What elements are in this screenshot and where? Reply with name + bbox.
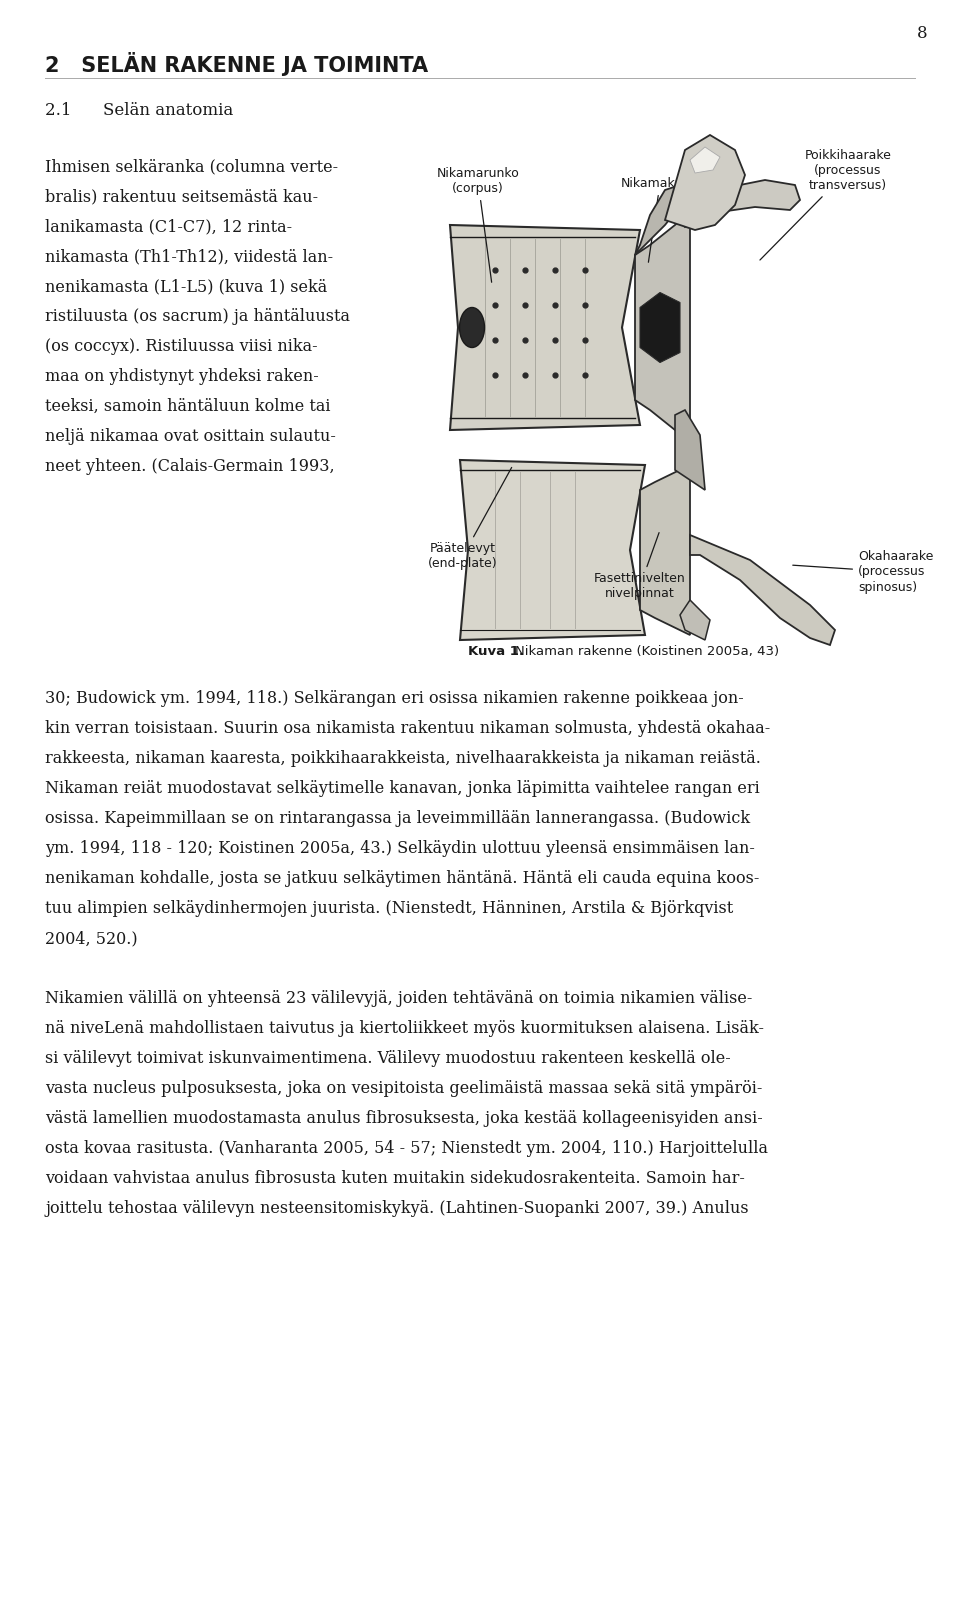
Text: bralis) rakentuu seitsemästä kau-: bralis) rakentuu seitsemästä kau- <box>45 187 318 205</box>
Polygon shape <box>680 600 710 641</box>
Text: maa on yhdistynyt yhdeksi raken-: maa on yhdistynyt yhdeksi raken- <box>45 368 319 386</box>
Polygon shape <box>675 181 800 228</box>
Polygon shape <box>460 460 645 641</box>
Text: joittelu tehostaa välilevyn nesteensitomiskykyä. (Lahtinen-Suopanki 2007, 39.) A: joittelu tehostaa välilevyn nesteensitom… <box>45 1199 749 1217</box>
Text: Okahaarake
(processus
spinosus): Okahaarake (processus spinosus) <box>793 550 933 594</box>
Text: osissa. Kapeimmillaan se on rintarangassa ja leveimmillään lannerangassa. (Budow: osissa. Kapeimmillaan se on rintarangass… <box>45 810 750 826</box>
Text: nä niveLenä mahdollistaen taivutus ja kiertoliikkeet myös kuormituksen alaisena.: nä niveLenä mahdollistaen taivutus ja ki… <box>45 1020 764 1038</box>
Polygon shape <box>635 186 685 255</box>
Text: ym. 1994, 118 - 120; Koistinen 2005a, 43.) Selkäydin ulottuu yleensä ensimmäisen: ym. 1994, 118 - 120; Koistinen 2005a, 43… <box>45 839 755 857</box>
Polygon shape <box>640 292 680 363</box>
Text: nenikaman kohdalle, josta se jatkuu selkäytimen häntänä. Häntä eli cauda equina : nenikaman kohdalle, josta se jatkuu selk… <box>45 870 759 888</box>
Text: 2004, 520.): 2004, 520.) <box>45 930 137 947</box>
Text: voidaan vahvistaa anulus fibrosusta kuten muitakin sidekudosrakenteita. Samoin h: voidaan vahvistaa anulus fibrosusta kute… <box>45 1170 745 1186</box>
Text: Kuva 1.: Kuva 1. <box>468 646 524 659</box>
Text: Päätelevyt
(end-plate): Päätelevyt (end-plate) <box>428 468 512 570</box>
Ellipse shape <box>460 308 485 347</box>
Text: kin verran toisistaan. Suurin osa nikamista rakentuu nikaman solmusta, yhdestä o: kin verran toisistaan. Suurin osa nikami… <box>45 720 770 738</box>
Text: tuu alimpien selkäydinhermojen juurista. (Nienstedt, Hänninen, Arstila & Björkqv: tuu alimpien selkäydinhermojen juurista.… <box>45 901 733 917</box>
Polygon shape <box>690 147 720 173</box>
Text: Nikamarunko
(corpus): Nikamarunko (corpus) <box>437 166 519 282</box>
Text: osta kovaa rasitusta. (Vanharanta 2005, 54 - 57; Nienstedt ym. 2004, 110.) Harjo: osta kovaa rasitusta. (Vanharanta 2005, … <box>45 1139 768 1157</box>
Text: neet yhteen. (Calais-Germain 1993,: neet yhteen. (Calais-Germain 1993, <box>45 458 335 475</box>
Text: Fasettinivelten
nivelpinnat: Fasettinivelten nivelpinnat <box>594 533 685 600</box>
Text: Nikaman reiät muodostavat selkäytimelle kanavan, jonka läpimitta vaihtelee ranga: Nikaman reiät muodostavat selkäytimelle … <box>45 780 759 797</box>
Text: västä lamellien muodostamasta anulus fibrosuksesta, joka kestää kollageenisyiden: västä lamellien muodostamasta anulus fib… <box>45 1110 763 1127</box>
Text: nenikamasta (L1-L5) (kuva 1) sekä: nenikamasta (L1-L5) (kuva 1) sekä <box>45 278 327 295</box>
Text: (os coccyx). Ristiluussa viisi nika-: (os coccyx). Ristiluussa viisi nika- <box>45 337 318 355</box>
Text: 2   SELÄN RAKENNE JA TOIMINTA: 2 SELÄN RAKENNE JA TOIMINTA <box>45 52 428 76</box>
Text: Nikaman rakenne (Koistinen 2005a, 43): Nikaman rakenne (Koistinen 2005a, 43) <box>515 646 780 659</box>
Text: neljä nikamaa ovat osittain sulautu-: neljä nikamaa ovat osittain sulautu- <box>45 428 336 445</box>
Text: 8: 8 <box>917 24 927 42</box>
Text: 2.1      Selän anatomia: 2.1 Selän anatomia <box>45 102 233 119</box>
Text: lanikamasta (C1-C7), 12 rinta-: lanikamasta (C1-C7), 12 rinta- <box>45 218 292 236</box>
Text: Nikamakaari: Nikamakaari <box>621 178 699 261</box>
Text: teeksi, samoin häntäluun kolme tai: teeksi, samoin häntäluun kolme tai <box>45 399 330 415</box>
Text: vasta nucleus pulposuksesta, joka on vesipitoista geelimäistä massaa sekä sitä y: vasta nucleus pulposuksesta, joka on ves… <box>45 1080 762 1098</box>
Polygon shape <box>690 534 835 646</box>
Text: Ihmisen selkäranka (columna verte-: Ihmisen selkäranka (columna verte- <box>45 158 338 174</box>
Polygon shape <box>450 224 640 429</box>
Text: Poikkihaarake
(processus
transversus): Poikkihaarake (processus transversus) <box>760 148 892 260</box>
Text: ristiluusta (os sacrum) ja häntäluusta: ristiluusta (os sacrum) ja häntäluusta <box>45 308 350 324</box>
Text: nikamasta (Th1-Th12), viidestä lan-: nikamasta (Th1-Th12), viidestä lan- <box>45 249 333 265</box>
Text: 30; Budowick ym. 1994, 118.) Selkärangan eri osissa nikamien rakenne poikkeaa jo: 30; Budowick ym. 1994, 118.) Selkärangan… <box>45 691 744 707</box>
Text: rakkeesta, nikaman kaaresta, poikkihaarakkeista, nivelhaarakkeista ja nikaman re: rakkeesta, nikaman kaaresta, poikkihaara… <box>45 751 761 767</box>
Polygon shape <box>675 410 705 491</box>
Polygon shape <box>635 210 690 445</box>
Text: Nikamien välillä on yhteensä 23 välilevyjä, joiden tehtävänä on toimia nikamien : Nikamien välillä on yhteensä 23 välilevy… <box>45 989 753 1007</box>
Text: si välilevyt toimivat iskunvaimentimena. Välilevy muodostuu rakenteen keskellä o: si välilevyt toimivat iskunvaimentimena.… <box>45 1051 731 1067</box>
Polygon shape <box>665 136 745 231</box>
Polygon shape <box>640 465 690 634</box>
